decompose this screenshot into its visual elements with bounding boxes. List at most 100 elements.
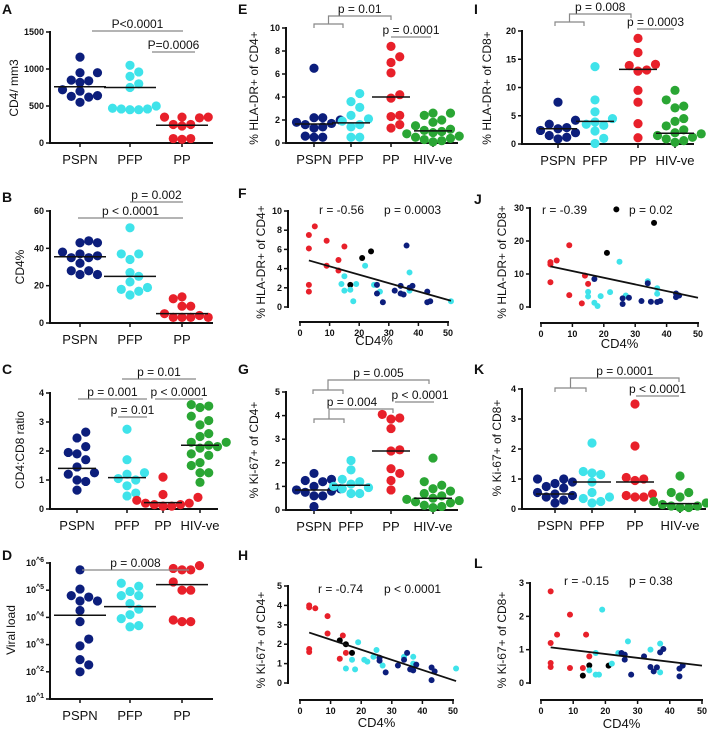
- data-point-pspn: [300, 487, 310, 497]
- data-point-pp: [324, 630, 331, 637]
- x-tick-label: 40: [662, 329, 672, 339]
- data-point-pfp: [113, 473, 123, 484]
- data-point-pspn: [81, 476, 91, 487]
- y-tick-label: 2: [39, 446, 44, 456]
- data-point-pfp: [595, 671, 602, 678]
- data-point-pspn: [81, 427, 91, 437]
- x-tick-label: 50: [693, 329, 703, 339]
- y-tick-label: 3: [275, 434, 280, 444]
- y-axis-label: Viral load: [4, 605, 18, 655]
- data-point-pp: [177, 301, 187, 311]
- x-tick-label: 30: [633, 706, 643, 716]
- data-point-pp: [630, 441, 640, 451]
- data-point-pspn: [660, 646, 667, 652]
- data-point-pp: [566, 611, 573, 618]
- p-value-label: p = 0.01: [338, 2, 382, 16]
- data-point-pfp: [125, 586, 135, 597]
- data-point-hiv-ve: [428, 137, 438, 147]
- data-point-pfp: [585, 288, 592, 295]
- data-point-pp: [168, 563, 178, 574]
- p-value-label: p < 0.0001: [150, 385, 207, 399]
- p-value-label: p = 0.0001: [596, 364, 653, 378]
- data-point-pspn: [562, 132, 572, 142]
- data-point-pfp: [607, 289, 614, 296]
- p-value-label: p < 0.0001: [102, 204, 159, 218]
- y-tick-label: 0: [277, 302, 282, 312]
- data-point-pfp: [406, 269, 413, 276]
- data-point-pfp: [616, 258, 623, 265]
- data-point-pspn: [84, 660, 94, 670]
- y-tick-label: 0: [39, 138, 44, 148]
- y-tick-label: 3: [39, 417, 44, 427]
- data-point-pfp: [447, 298, 454, 305]
- data-point-pfp: [353, 280, 360, 287]
- data-point-pp: [193, 492, 203, 502]
- category-label: PSPN: [62, 332, 97, 347]
- x-tick-label: 0: [297, 706, 302, 716]
- data-point-pfp: [134, 67, 144, 77]
- y-tick-label: 20: [34, 281, 44, 291]
- data-point-pspn: [75, 269, 85, 280]
- y-tick-label: 60: [34, 206, 44, 216]
- data-point-pp: [554, 631, 561, 638]
- data-point-pspn: [409, 282, 416, 289]
- p-value-label: P=0.0006: [148, 38, 200, 52]
- x-axis-label: CD4%: [355, 333, 393, 348]
- y-tick-label: 4: [275, 411, 280, 421]
- significance-bracket: [554, 13, 632, 26]
- data-point-hiv-ve: [186, 400, 196, 410]
- data-point-pfp: [608, 660, 615, 667]
- data-point-pp: [621, 490, 631, 501]
- data-point-pp: [168, 615, 178, 625]
- data-point-pfp: [355, 639, 362, 646]
- data-point-pspn: [413, 661, 420, 668]
- data-point-pspn: [544, 119, 554, 129]
- data-point-pp: [633, 133, 643, 143]
- data-point-pp: [386, 68, 396, 78]
- data-point-pfp: [134, 591, 144, 601]
- data-point-pp: [194, 113, 205, 123]
- data-point-pp: [186, 312, 196, 322]
- x-tick-label: 10: [568, 706, 578, 716]
- data-point-pp: [168, 294, 178, 304]
- p-value-label: p < 0.0001: [384, 582, 441, 596]
- panel-letter: B: [2, 189, 12, 205]
- y-tick-label: 0: [511, 504, 516, 514]
- data-point-pspn: [644, 280, 651, 287]
- data-point-hiv-ve: [675, 492, 685, 502]
- data-point-pspn: [75, 617, 85, 627]
- y-axis-label: CD4:CD8 ratio: [13, 411, 27, 489]
- data-point-pp: [553, 257, 560, 264]
- data-point-pp: [159, 112, 170, 122]
- data-point-pp: [177, 617, 187, 627]
- data-point-pspn: [619, 295, 626, 302]
- data-point-pspn: [75, 667, 85, 677]
- data-point-pp: [395, 413, 405, 423]
- data-point-pspn: [84, 266, 94, 276]
- data-point-pspn: [657, 298, 664, 305]
- data-point-hiv-ve: [204, 468, 214, 478]
- data-point-hiv-ve: [684, 487, 694, 498]
- y-axis-label: % HLA-DR+ of CD8+: [495, 205, 509, 318]
- regression-line: [308, 631, 457, 682]
- data-point-pp: [386, 423, 396, 434]
- category-label: PFP: [579, 518, 604, 533]
- data-point-hiv-ve: [410, 132, 421, 142]
- data-point-pfp: [151, 101, 161, 111]
- data-point-other: [651, 219, 658, 226]
- data-point-pp: [306, 604, 313, 611]
- data-point-pfp: [139, 468, 150, 478]
- data-point-pfp: [578, 466, 588, 477]
- data-point-other: [347, 281, 354, 288]
- data-point-pfp: [355, 488, 365, 499]
- data-point-pp: [395, 120, 405, 130]
- data-point-pp: [158, 472, 168, 482]
- data-point-hiv-ve: [195, 468, 205, 478]
- x-tick-label: 50: [448, 706, 458, 716]
- data-point-pp: [339, 632, 346, 639]
- panel-letter: G: [238, 361, 249, 377]
- regression-line: [550, 265, 699, 299]
- p-value-label: p = 0.01: [137, 365, 181, 379]
- data-point-pp: [386, 414, 396, 424]
- data-point-pp: [647, 489, 658, 499]
